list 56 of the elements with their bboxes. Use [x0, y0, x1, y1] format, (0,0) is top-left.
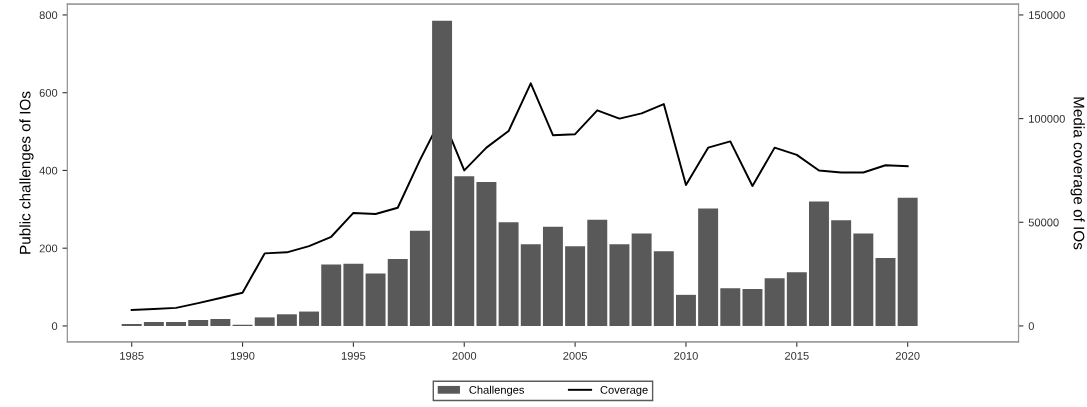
bar [675, 294, 696, 326]
y2-tick-label: 100000 [1029, 114, 1065, 123]
y-axis-title: Public challenges of IOs [19, 91, 34, 254]
bar [831, 220, 852, 326]
bar [143, 322, 164, 326]
legend-label: Coverage [600, 385, 648, 397]
x-tick-label: 2010 [674, 351, 698, 360]
bar [698, 208, 719, 326]
bar [786, 272, 807, 326]
y2-tick-label: 0 [1028, 322, 1034, 331]
x-tick-label: 1995 [341, 351, 366, 360]
line-series [130, 82, 909, 311]
bar [631, 233, 652, 326]
x-tick-label: 1990 [231, 351, 255, 360]
x-tick-label: 1985 [120, 351, 144, 360]
bar [343, 263, 364, 326]
bar [609, 244, 630, 326]
bar [365, 273, 386, 326]
bar [476, 182, 497, 326]
bar [498, 222, 519, 326]
bar [299, 311, 320, 326]
bar [565, 246, 586, 326]
x-tick-label: 2005 [563, 351, 587, 360]
bar [409, 230, 430, 326]
bar [897, 197, 918, 326]
bar [720, 288, 741, 326]
bar [276, 314, 297, 326]
y-tick-label: 0 [51, 322, 58, 331]
y2-axis-title: Media coverage of IOs [1070, 97, 1085, 250]
bar [853, 233, 874, 326]
bar [188, 320, 209, 326]
bar [254, 317, 275, 326]
bar [764, 278, 785, 326]
y2-tick-label: 50000 [1028, 218, 1059, 227]
bar [875, 257, 896, 326]
x-tick-label: 2015 [785, 351, 809, 360]
bar [387, 259, 408, 326]
y-tick-label: 600 [39, 88, 58, 97]
y2-tick-label: 150000 [1029, 11, 1065, 20]
bar [587, 219, 608, 326]
y-tick-label: 400 [39, 166, 58, 175]
bar [542, 226, 563, 326]
bar [653, 251, 674, 326]
bar [742, 289, 763, 326]
legend-label: Challenges [469, 385, 525, 397]
bar [454, 176, 475, 326]
bar [210, 318, 231, 326]
x-tick-label: 2020 [895, 351, 920, 360]
y-tick-label: 800 [39, 11, 58, 20]
bar [809, 201, 829, 326]
x-tick-label: 2000 [452, 351, 477, 360]
bar [166, 322, 187, 326]
bar [520, 244, 541, 326]
bar [321, 264, 342, 326]
bar [432, 20, 453, 326]
y-tick-label: 200 [39, 244, 58, 253]
